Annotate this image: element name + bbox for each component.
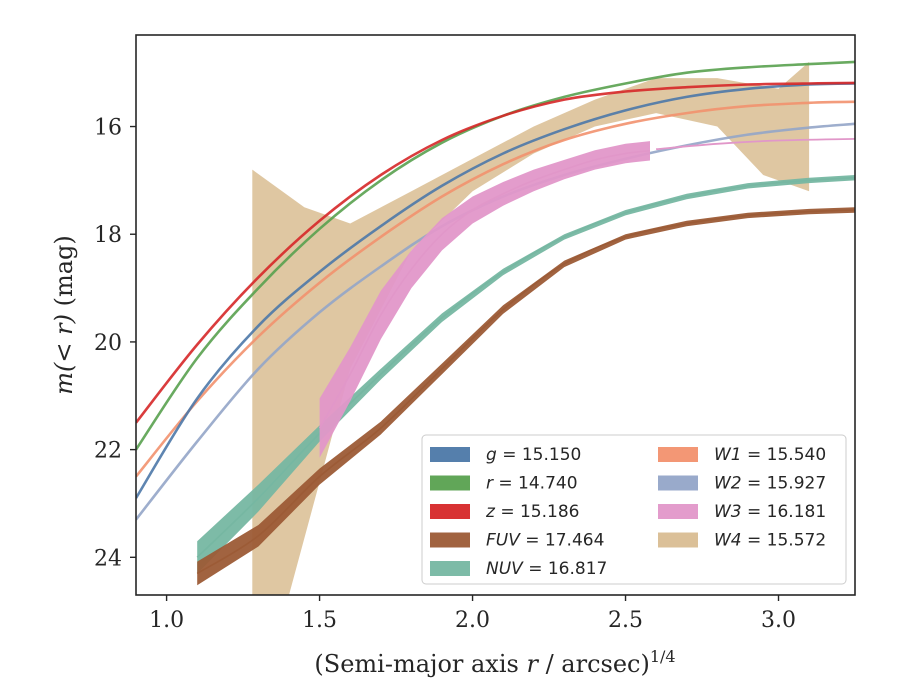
legend-label-nuv: NUV = 16.817 [486, 559, 607, 579]
x-tick-label: 1.0 [149, 608, 184, 633]
legend-box [421, 434, 847, 585]
x-axis-label: (Semi-major axis r / arcsec)1/4 [314, 647, 675, 678]
legend-swatch-w4 [658, 532, 698, 548]
legend-label-w4: W4 = 15.572 [714, 531, 826, 551]
legend-swatch-w3 [658, 504, 698, 519]
x-tick-label: 2.0 [455, 608, 490, 633]
legend-label-w1: W1 = 15.540 [714, 445, 826, 465]
x-tick-label: 1.5 [302, 608, 337, 633]
x-tick-label: 3.0 [761, 608, 796, 633]
series-w3-extension [656, 138, 855, 151]
series-z-line [136, 81, 855, 424]
y-tick-label: 24 [94, 546, 122, 571]
legend-swatch-fuv [430, 532, 470, 548]
x-axis: 1.0 1.5 2.0 2.5 3.0 [149, 595, 796, 633]
series-fuv-line [196, 209, 855, 575]
series-nuv-line [196, 176, 855, 558]
series-w1-line [136, 100, 855, 478]
legend-swatch-r [430, 475, 470, 491]
plot-area [136, 60, 855, 595]
legend-swatch-g [430, 447, 470, 462]
legend-label-z: z = 15.186 [485, 502, 579, 522]
legend-label-g: g = 15.150 [486, 445, 581, 465]
x-tick-label: 2.5 [608, 608, 643, 633]
legend-label-w3: W3 = 16.181 [714, 502, 826, 522]
legend-swatch-z [430, 504, 470, 519]
y-tick-label: 18 [94, 223, 122, 248]
legend-swatch-w1 [658, 447, 698, 462]
y-axis-label: m(< r) (mag) [50, 235, 78, 395]
plot-frame [135, 34, 856, 596]
legend: g = 15.150 r = 14.740 z = 15.186 FUV = 17.4… [421, 434, 847, 585]
series-g-line [136, 82, 855, 499]
series-w3-line [318, 150, 651, 429]
series-w3-band [319, 141, 650, 458]
legend-swatch-w2 [658, 475, 698, 491]
legend-swatch-nuv [430, 561, 470, 576]
legend-label-fuv: FUV = 17.464 [486, 531, 604, 551]
y-tick-label: 20 [94, 331, 122, 356]
y-tick-label: 16 [94, 116, 122, 141]
y-tick-label: 22 [94, 439, 122, 464]
legend-label-w2: W2 = 15.927 [714, 474, 826, 494]
y-axis: 16 18 20 22 24 [94, 116, 136, 571]
legend-label-r: r = 14.740 [486, 474, 578, 494]
